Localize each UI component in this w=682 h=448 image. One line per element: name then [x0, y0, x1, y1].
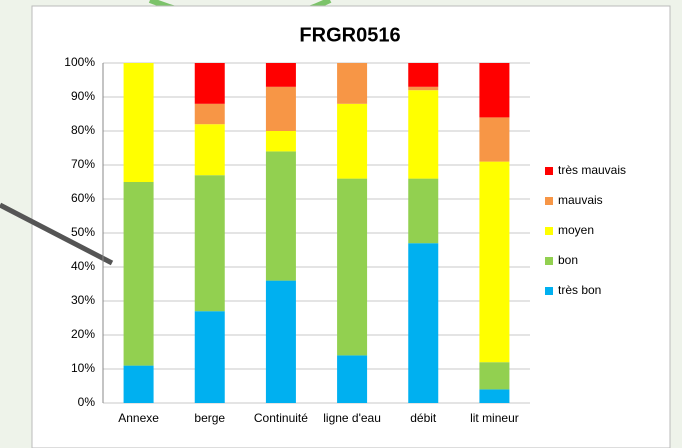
legend-swatch [545, 257, 553, 265]
bar-segment [337, 178, 368, 356]
legend-label: moyen [558, 223, 594, 237]
bar-segment [194, 63, 225, 104]
bar-segment [123, 63, 154, 182]
bar-segment [479, 362, 510, 390]
legend-label: très bon [558, 283, 601, 297]
y-tick-label: 60% [71, 191, 95, 205]
bar-segment [194, 311, 225, 403]
bar-segment [265, 280, 296, 403]
y-tick-label: 100% [64, 55, 95, 69]
bar-segment [408, 63, 439, 87]
y-tick-label: 20% [71, 327, 95, 341]
y-tick-label: 80% [71, 123, 95, 137]
legend-swatch [545, 167, 553, 175]
bar-segment [194, 175, 225, 312]
bar-segment [337, 355, 368, 403]
bar-segment [265, 86, 296, 131]
y-tick-label: 30% [71, 293, 95, 307]
bar-segment [123, 182, 154, 366]
bar-segment [479, 117, 510, 162]
bar-segment [194, 103, 225, 125]
x-tick-label: débit [410, 411, 437, 425]
bar-segment [337, 103, 368, 179]
bar-segment [265, 131, 296, 152]
x-tick-label: berge [194, 411, 226, 425]
x-tick-label: lit mineur [470, 411, 519, 425]
y-tick-label: 0% [78, 395, 96, 409]
legend-label: bon [558, 253, 578, 267]
y-tick-label: 70% [71, 157, 95, 171]
bar-segment [123, 365, 154, 403]
legend-label: très mauvais [558, 163, 626, 177]
legend-swatch [545, 197, 553, 205]
bar-segment [194, 124, 225, 176]
y-tick-label: 50% [71, 225, 95, 239]
bar-segment [408, 86, 439, 91]
bar-segment [479, 161, 510, 363]
pointer-line [0, 202, 114, 266]
y-tick-label: 10% [71, 361, 95, 375]
x-tick-label: Annexe [118, 411, 159, 425]
x-tick-label: ligne d'eau [323, 411, 381, 425]
legend-label: mauvais [558, 193, 603, 207]
chart-title: FRGR0516 [299, 24, 400, 46]
bar-segment [479, 63, 510, 118]
y-tick-label: 40% [71, 259, 95, 273]
bar-segment [408, 178, 439, 244]
legend-swatch [545, 287, 553, 295]
bar-segment [408, 243, 439, 403]
y-tick-label: 90% [71, 89, 95, 103]
bar-segment [408, 90, 439, 179]
x-tick-label: Continuité [253, 411, 308, 425]
bar-segment [479, 389, 510, 403]
legend-swatch [545, 227, 553, 235]
bar-segment [265, 151, 296, 281]
bar-segment [265, 63, 296, 87]
bar-segment [337, 63, 368, 104]
